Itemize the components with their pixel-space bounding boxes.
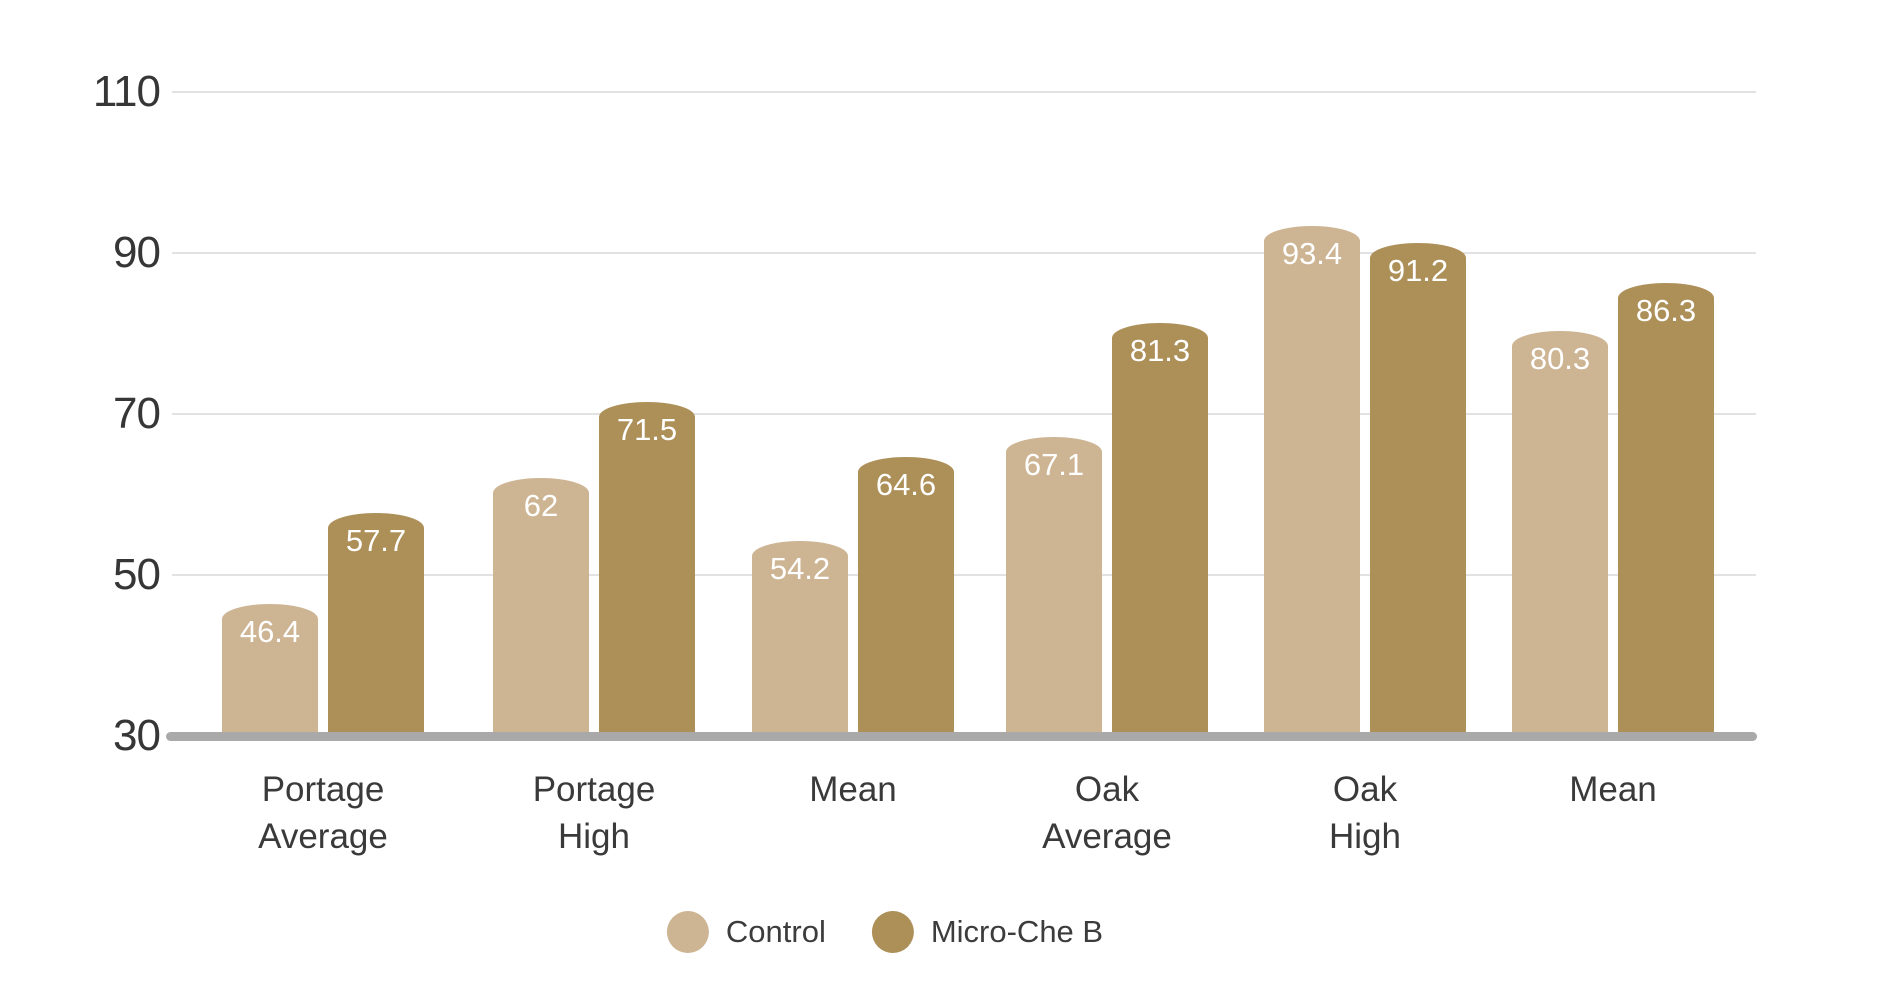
gridline [172, 574, 1756, 576]
bar-control: 67.1 [1006, 437, 1102, 740]
legend-swatch-control [666, 911, 709, 953]
gridline [172, 252, 1756, 254]
bar-micro-che-b: 86.3 [1618, 282, 1714, 740]
bar-micro-che-b: 71.5 [599, 401, 695, 740]
y-axis-tick-label: 110 [92, 67, 161, 116]
x-axis-category-line: Mean [1569, 770, 1657, 809]
x-axis-category-label: Portage High [454, 766, 734, 860]
bar-control: 54.2 [752, 541, 848, 740]
legend-item-control: Control [666, 911, 826, 953]
x-axis-category-label: Portage Average [183, 766, 463, 860]
x-axis-category-line: Average [1042, 817, 1172, 856]
x-axis-category-line: Oak [1332, 770, 1398, 809]
bar-control: 93.4 [1264, 225, 1360, 740]
bar-micro-che-b: 81.3 [1112, 323, 1208, 740]
x-axis-category-line: High [1329, 817, 1401, 856]
legend-item-micro-che-b: Micro-Che B [871, 911, 1104, 953]
bar-value-label: 54.2 [769, 551, 831, 587]
bar-value-label: 80.3 [1529, 341, 1591, 377]
bar-value-label: 81.3 [1129, 333, 1191, 369]
x-axis-category-label: Oak High [1225, 766, 1505, 860]
legend-label: Control [725, 914, 826, 949]
x-axis-category-line: Average [258, 817, 388, 856]
legend-label: Micro-Che B [930, 914, 1104, 949]
bar-micro-che-b: 91.2 [1370, 243, 1466, 740]
bar-value-label: 93.4 [1281, 235, 1343, 271]
bar-value-label: 86.3 [1635, 292, 1697, 328]
x-axis-category-label: Mean [1473, 766, 1753, 813]
bar-micro-che-b: 64.6 [858, 457, 954, 740]
bar-value-label: 71.5 [616, 411, 678, 447]
bar-control: 80.3 [1512, 331, 1608, 740]
legend: Control Micro-Che B [666, 911, 1104, 953]
x-axis-line [166, 732, 1757, 741]
legend-swatch-micro-che-b [871, 911, 914, 953]
bar-value-label: 91.2 [1387, 253, 1449, 289]
bar-value-label: 57.7 [345, 523, 407, 558]
gridline [172, 91, 1756, 93]
y-axis-tick-label: 30 [113, 711, 161, 760]
x-axis-category-line: Portage [532, 770, 656, 809]
bar-control: 46.4 [222, 603, 318, 740]
bar-value-label: 64.6 [875, 467, 937, 503]
bar-micro-che-b: 57.7 [328, 513, 424, 740]
bar-value-label: 46.4 [239, 613, 301, 649]
bar-value-label: 67.1 [1023, 447, 1085, 483]
x-axis-category-line: Mean [809, 770, 897, 809]
y-axis-tick-label: 70 [113, 389, 161, 438]
y-axis-tick-label: 50 [113, 550, 161, 599]
y-axis-tick-label: 90 [113, 228, 161, 277]
x-axis-category-label: Mean [713, 766, 993, 813]
gridline [172, 413, 1756, 415]
x-axis-category-line: High [558, 817, 630, 856]
x-axis-category-label: Oak Average [967, 766, 1247, 860]
bar-value-label: 62 [523, 488, 559, 524]
bar-control: 62 [493, 478, 589, 740]
x-axis-category-line: Portage [261, 770, 385, 809]
x-axis-category-line: Oak [1074, 770, 1140, 809]
